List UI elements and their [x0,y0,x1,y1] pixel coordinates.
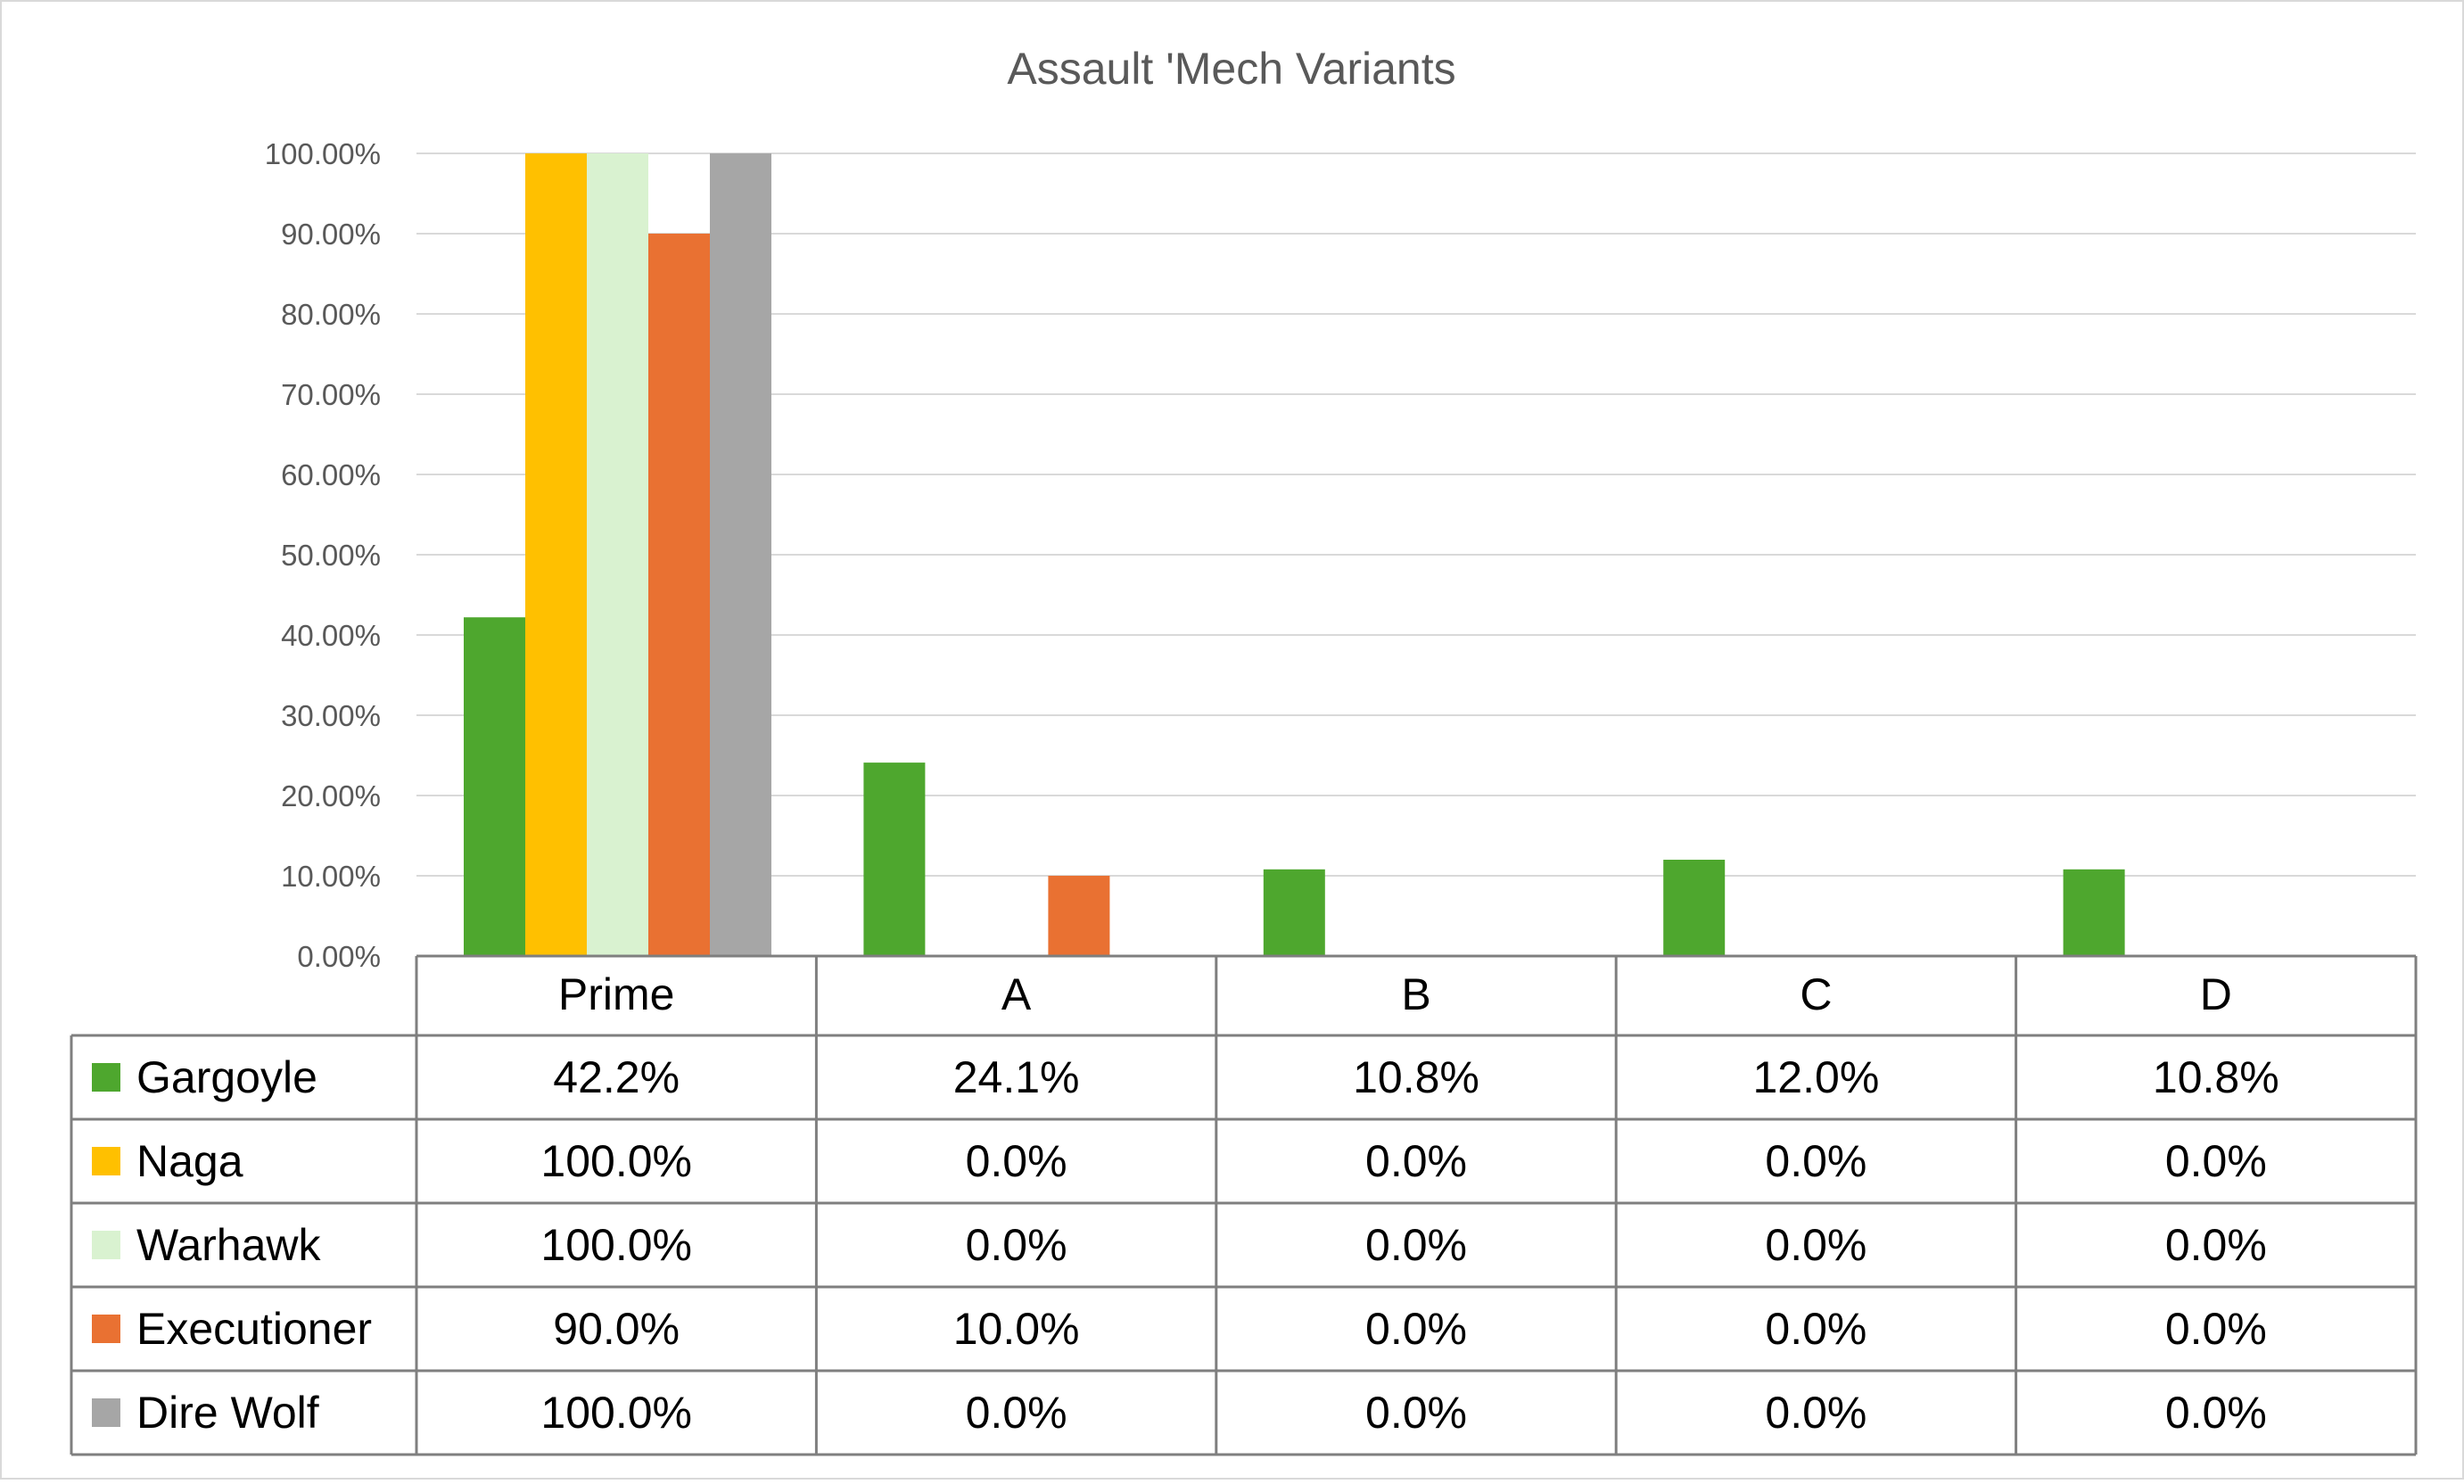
legend-label: Dire Wolf [136,1388,319,1438]
data-table-value: 90.0% [553,1304,680,1354]
legend-key-dire-wolf [92,1398,120,1427]
x-category-label: A [1001,969,1032,1019]
y-tick-label: 10.00% [281,860,381,893]
y-tick-label: 80.00% [281,298,381,331]
bar-dire-wolf-prime [710,153,771,956]
bar-naga-prime [525,153,587,956]
y-tick-label: 90.00% [281,218,381,251]
bar-executioner-a [1048,876,1110,956]
y-tick-label: 60.00% [281,458,381,491]
bar-executioner-prime [648,234,710,956]
y-tick-label: 70.00% [281,378,381,411]
data-table-value: 0.0% [2165,1220,2267,1270]
data-table-value: 42.2% [553,1052,680,1102]
data-table-value: 10.8% [2153,1052,2279,1102]
data-table-value: 0.0% [966,1388,1067,1438]
data-table-value: 0.0% [966,1220,1067,1270]
bar-gargoyle-a [863,763,926,956]
legend-label: Warhawk [136,1220,322,1270]
legend-key-gargoyle [92,1063,120,1092]
y-tick-label: 50.00% [281,539,381,572]
bar-gargoyle-d [2063,869,2125,956]
y-tick-label: 40.00% [281,619,381,652]
legend-key-warhawk [92,1231,120,1259]
data-table-value: 0.0% [1365,1220,1467,1270]
data-table-value: 0.0% [966,1136,1067,1186]
data-table-value: 10.8% [1353,1052,1479,1102]
x-category-label: Prime [558,969,675,1019]
data-table-value: 0.0% [2165,1304,2267,1354]
chart-title: Assault 'Mech Variants [1007,44,1455,94]
bar-warhawk-prime [587,153,648,956]
bar-gargoyle-c [1663,860,1726,956]
data-table: Prime A B C D Gargoyle 42.2% 24.1% 10.8% 12.0% 10.… [70,954,2418,1456]
y-tick-label: 0.00% [297,940,381,973]
data-table-value: 10.0% [953,1304,1080,1354]
y-axis-tick-labels: 0.00% 10.00% 20.00% 30.00% 40.00% 50.00% 60.00… [265,137,381,973]
x-category-label: D [2200,969,2232,1019]
x-category-label: C [1800,969,1832,1019]
data-table-value: 0.0% [1765,1388,1867,1438]
y-tick-label: 100.00% [265,137,381,170]
data-table-value: 0.0% [1365,1388,1467,1438]
data-table-value: 100.0% [540,1220,692,1270]
data-table-value: 0.0% [1765,1220,1867,1270]
data-table-value: 100.0% [540,1136,692,1186]
legend-key-naga [92,1147,120,1175]
bars [464,153,2125,956]
bar-gargoyle-prime [464,617,525,956]
data-table-value: 100.0% [540,1388,692,1438]
bar-gargoyle-b [1263,869,1325,956]
legend-label: Naga [136,1136,243,1186]
legend-label: Executioner [136,1304,372,1354]
data-table-value: 0.0% [1765,1136,1867,1186]
data-table-value: 0.0% [1365,1304,1467,1354]
data-table-value: 24.1% [953,1052,1080,1102]
legend-label: Gargoyle [136,1052,317,1102]
data-table-value: 0.0% [2165,1388,2267,1438]
y-tick-label: 30.00% [281,699,381,732]
data-table-value: 0.0% [2165,1136,2267,1186]
legend-key-executioner [92,1315,120,1343]
x-category-label: B [1401,969,1430,1019]
data-table-value: 12.0% [1753,1052,1880,1102]
data-table-value: 0.0% [1365,1136,1467,1186]
data-table-value: 0.0% [1765,1304,1867,1354]
y-tick-label: 20.00% [281,779,381,812]
